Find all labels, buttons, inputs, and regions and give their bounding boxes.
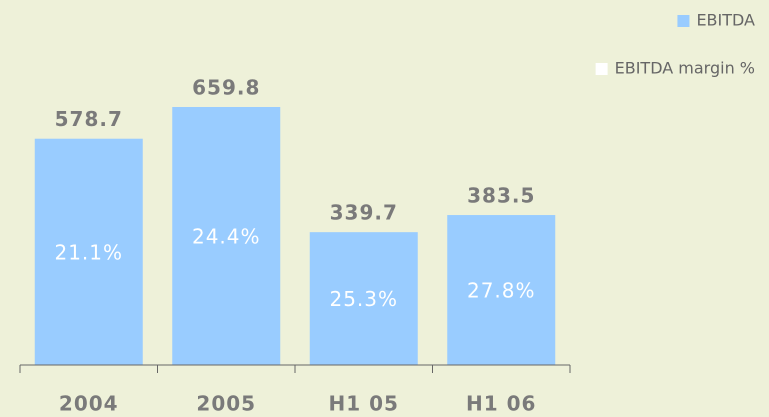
bar (172, 107, 281, 365)
bar (34, 138, 143, 365)
x-tick-label: 2005 (196, 392, 256, 416)
x-tick-label: 2004 (59, 392, 119, 416)
legend-swatch (677, 15, 690, 27)
legend-label: EBITDA margin % (615, 59, 755, 78)
legend-label: EBITDA (696, 11, 755, 30)
value-label: 339.7 (330, 201, 398, 225)
margin-label: 21.1% (54, 240, 123, 264)
value-label: 659.8 (192, 76, 260, 100)
legend-swatch (595, 63, 608, 75)
x-tick-label: H1 06 (466, 392, 536, 416)
margin-label: 25.3% (329, 287, 398, 311)
margin-label: 24.4% (192, 225, 261, 249)
value-label: 578.7 (55, 107, 123, 131)
bar (309, 232, 418, 365)
x-tick-label: H1 05 (329, 392, 399, 416)
value-label: 383.5 (467, 184, 535, 208)
margin-label: 27.8% (467, 279, 536, 303)
bar (447, 215, 556, 365)
